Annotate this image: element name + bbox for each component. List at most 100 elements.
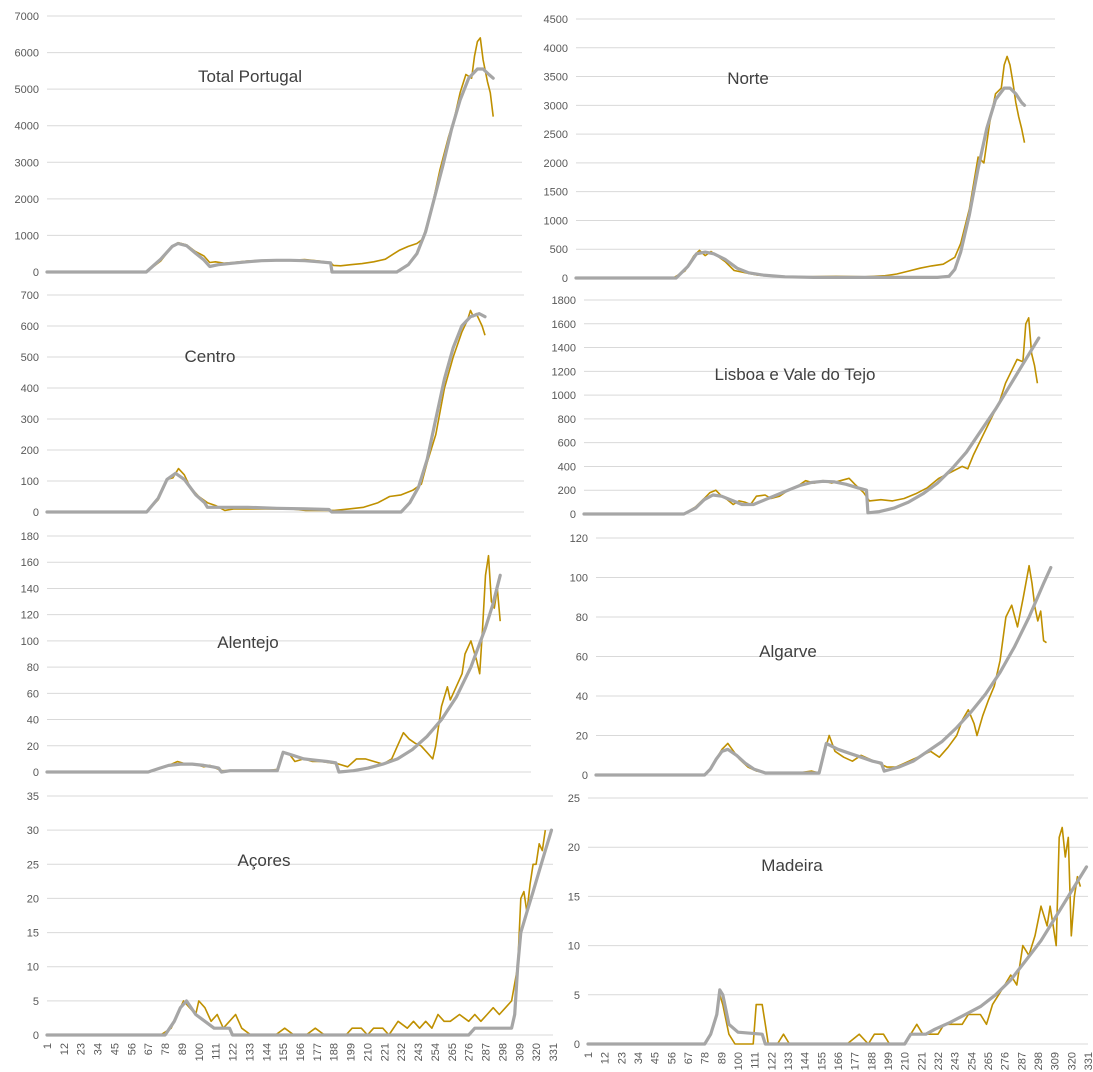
x-tick-label: 298 xyxy=(497,1043,509,1061)
y-tick-label: 4500 xyxy=(544,14,568,26)
y-tick-label: 35 xyxy=(27,791,39,803)
y-tick-label: 25 xyxy=(568,793,580,805)
y-tick-label: 1200 xyxy=(552,366,576,378)
chart-panel: 0 100 200 300 400 500 600 700 Centro xyxy=(0,290,540,520)
y-tick-label: 100 xyxy=(21,636,39,648)
y-tick-label: 800 xyxy=(558,414,576,426)
y-tick-label: 1400 xyxy=(552,343,576,355)
series-line-fitted xyxy=(45,312,487,514)
y-tick-label: 20 xyxy=(27,741,39,753)
x-tick-label: 1 xyxy=(583,1052,595,1058)
y-tick-label: 200 xyxy=(21,445,39,457)
chart-title: Norte xyxy=(727,69,769,88)
x-tick-label: 78 xyxy=(160,1043,172,1055)
chart-title: Total Portugal xyxy=(198,67,302,86)
y-tick-label: 60 xyxy=(27,688,39,700)
series-line-observed xyxy=(596,564,1047,776)
x-tick-label: 265 xyxy=(983,1052,995,1070)
x-tick-label: 188 xyxy=(329,1043,341,1061)
chart-panel: 0 20 40 60 80 100 120 140 160 180 Alentejo xyxy=(0,530,540,780)
y-tick-label: 700 xyxy=(21,290,39,302)
y-tick-label: 500 xyxy=(550,244,568,256)
x-tick-label: 34 xyxy=(633,1052,645,1064)
y-tick-label: 0 xyxy=(33,767,39,779)
x-tick-label: 122 xyxy=(228,1043,240,1061)
x-tick-label: 232 xyxy=(396,1043,408,1061)
line-chart: 0 5 10 15 20 25 30 35 1 12 23 34 45 56 67 78 89 100 111 122… xyxy=(27,791,560,1061)
x-tick-label: 265 xyxy=(447,1043,459,1061)
y-tick-label: 1000 xyxy=(544,215,568,227)
x-tick-label: 199 xyxy=(346,1043,358,1061)
x-tick-label: 276 xyxy=(1000,1052,1012,1070)
x-tick-label: 166 xyxy=(833,1052,845,1070)
x-tick-label: 320 xyxy=(1066,1052,1078,1070)
series-line-fitted xyxy=(574,86,1027,280)
series-line-fitted xyxy=(45,67,495,274)
y-tick-label: 400 xyxy=(21,383,39,395)
x-tick-label: 210 xyxy=(362,1043,374,1061)
series-line-observed xyxy=(584,317,1039,515)
series-line-observed xyxy=(47,829,547,1036)
y-tick-label: 0 xyxy=(33,507,39,519)
y-tick-label: 5 xyxy=(574,990,580,1002)
y-tick-label: 1800 xyxy=(552,295,576,307)
line-chart: 0 5 10 15 20 25 1 12 23 34 45 56 67 78 89 100 111 122 133 1… xyxy=(568,793,1093,1070)
x-tick-label: 155 xyxy=(816,1052,828,1070)
x-tick-label: 210 xyxy=(900,1052,912,1070)
x-tick-label: 254 xyxy=(966,1052,978,1070)
series-line-fitted xyxy=(586,865,1089,1046)
y-tick-label: 300 xyxy=(21,414,39,426)
y-tick-label: 160 xyxy=(21,557,39,569)
x-tick-label: 287 xyxy=(1016,1052,1028,1070)
x-tick-label: 188 xyxy=(866,1052,878,1070)
series-line-fitted xyxy=(45,573,502,774)
y-tick-label: 1600 xyxy=(552,319,576,331)
y-tick-label: 1000 xyxy=(552,390,576,402)
x-tick-label: 331 xyxy=(548,1043,560,1061)
y-tick-label: 0 xyxy=(33,267,39,279)
x-tick-label: 155 xyxy=(278,1043,290,1061)
x-tick-label: 100 xyxy=(733,1052,745,1070)
line-chart: 0 500 1000 1500 2000 2500 3000 3500 4000 4500 Nort… xyxy=(544,14,1055,285)
y-tick-label: 0 xyxy=(570,509,576,521)
series-line-observed xyxy=(576,55,1026,279)
y-tick-label: 40 xyxy=(576,691,588,703)
x-tick-label: 111 xyxy=(750,1052,762,1069)
y-tick-label: 0 xyxy=(33,1030,39,1042)
y-tick-label: 15 xyxy=(27,928,39,940)
x-tick-label: 144 xyxy=(261,1043,273,1061)
y-tick-label: 20 xyxy=(568,842,580,854)
y-tick-label: 4000 xyxy=(544,43,568,55)
x-tick-label: 89 xyxy=(177,1043,189,1055)
x-tick-label: 243 xyxy=(413,1043,425,1061)
chart-title: Algarve xyxy=(759,642,817,661)
y-tick-label: 3500 xyxy=(544,72,568,84)
chart-panel: 0 1000 2000 3000 4000 5000 6000 7000 Total Portu… xyxy=(0,11,540,284)
y-tick-label: 120 xyxy=(21,610,39,622)
y-tick-label: 5000 xyxy=(15,84,39,96)
x-tick-label: 100 xyxy=(194,1043,206,1061)
line-chart: 0 200 400 600 800 1000 1200 1400 1600 1800 Lisboa … xyxy=(552,295,1062,521)
x-tick-label: 133 xyxy=(783,1052,795,1070)
x-tick-label: 133 xyxy=(244,1043,256,1061)
chart-title: Lisboa e Vale do Tejo xyxy=(715,365,876,384)
x-tick-label: 122 xyxy=(766,1052,778,1070)
y-tick-label: 0 xyxy=(582,770,588,782)
y-tick-label: 60 xyxy=(576,652,588,664)
chart-panel: 0 200 400 600 800 1000 1200 1400 1600 1800 Lisboa … xyxy=(540,295,1093,522)
x-tick-label: 23 xyxy=(76,1043,88,1055)
x-tick-label: 221 xyxy=(379,1043,391,1061)
y-tick-label: 10 xyxy=(568,941,580,953)
y-tick-label: 30 xyxy=(27,825,39,837)
y-tick-label: 5 xyxy=(33,996,39,1008)
line-chart: 0 20 40 60 80 100 120 Algarve xyxy=(570,533,1074,782)
series-line-observed xyxy=(588,826,1082,1045)
x-tick-label: 111 xyxy=(211,1043,223,1060)
series-line-fitted xyxy=(582,336,1041,516)
series-line-fitted xyxy=(594,566,1053,777)
y-tick-label: 25 xyxy=(27,859,39,871)
y-tick-label: 100 xyxy=(570,573,588,585)
y-tick-label: 80 xyxy=(27,662,39,674)
y-tick-label: 500 xyxy=(21,352,39,364)
chart-panel: 0 20 40 60 80 100 120 Algarve xyxy=(540,532,1093,782)
